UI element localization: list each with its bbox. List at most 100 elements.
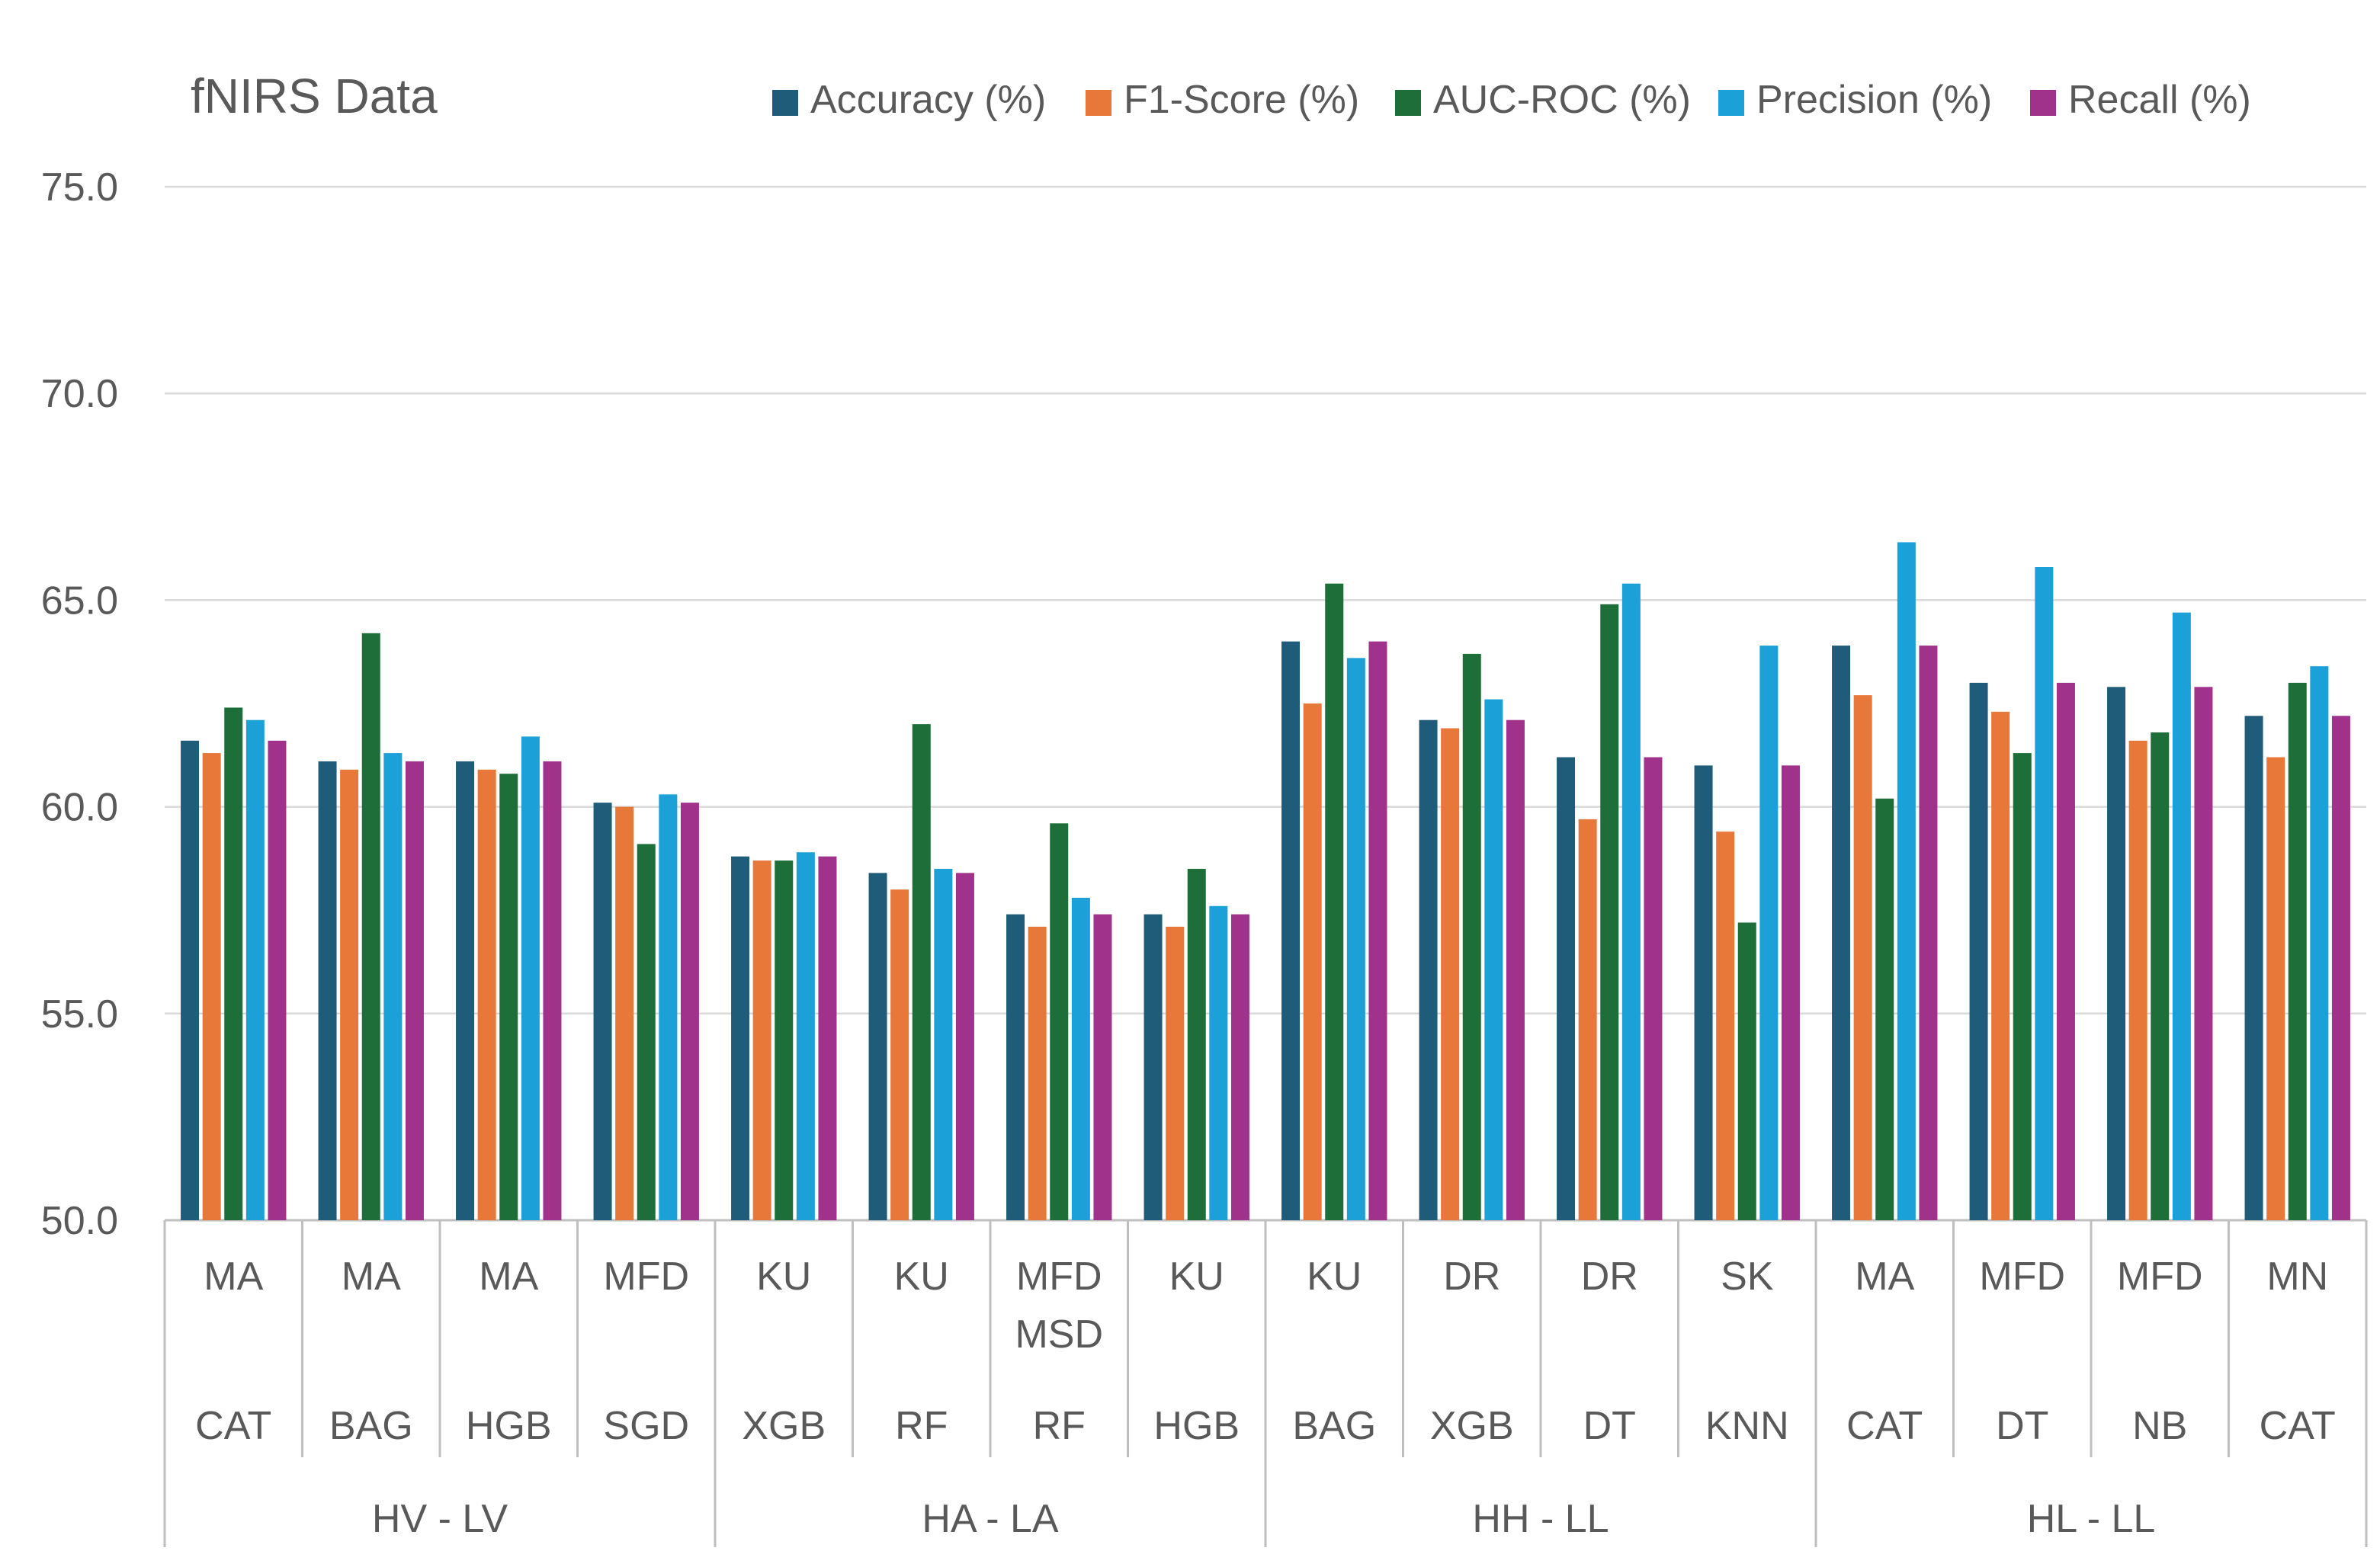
legend-swatch: [772, 90, 798, 116]
bar: [456, 761, 475, 1220]
group-label: HH - LL: [1472, 1497, 1609, 1541]
bar: [202, 753, 221, 1220]
bar: [818, 856, 837, 1220]
bar: [1484, 699, 1503, 1220]
bar: [1897, 542, 1916, 1220]
bar: [593, 803, 612, 1220]
model-label: RF: [895, 1404, 948, 1448]
bar: [615, 806, 634, 1220]
bar: [1419, 719, 1438, 1220]
legend-swatch: [2030, 90, 2056, 116]
bar: [340, 769, 359, 1220]
bar: [1368, 641, 1387, 1220]
legend-item: Accuracy (%): [772, 78, 1046, 122]
bar: [2172, 612, 2191, 1220]
bar: [1832, 646, 1851, 1220]
bar: [731, 856, 750, 1220]
bar: [1578, 819, 1597, 1220]
bar: [543, 761, 562, 1220]
feature-label: DR: [1581, 1255, 1638, 1299]
feature-label: MA: [1855, 1255, 1914, 1299]
bar: [2151, 732, 2170, 1220]
feature-label: KU: [894, 1255, 949, 1299]
y-tick-label: 50.0: [41, 1199, 118, 1243]
bar: [2194, 687, 2213, 1220]
bar: [1506, 719, 1525, 1220]
bar: [2128, 740, 2147, 1220]
bar: [499, 774, 518, 1220]
bar: [868, 873, 887, 1220]
bar: [521, 736, 540, 1220]
bar: [1969, 682, 1988, 1220]
bar: [318, 761, 337, 1220]
bar: [955, 873, 974, 1220]
model-label: SGD: [603, 1404, 689, 1448]
bar: [775, 860, 794, 1220]
bar: [1875, 798, 1894, 1220]
bar: [934, 868, 953, 1220]
feature-label: MA: [342, 1255, 401, 1299]
model-label: XGB: [1430, 1404, 1514, 1448]
bar: [2266, 757, 2285, 1220]
model-label: BAG: [1292, 1404, 1376, 1448]
series-auc-roc: [224, 583, 2307, 1220]
bar: [1187, 868, 1206, 1220]
bar: [1441, 728, 1460, 1220]
legend-item: F1-Score (%): [1086, 78, 1359, 122]
feature-label: MFD: [1979, 1255, 2065, 1299]
y-tick-label: 60.0: [41, 786, 118, 830]
legend-item: Recall (%): [2030, 78, 2251, 122]
feature-label: KU: [1307, 1255, 1362, 1299]
legend-swatch: [1086, 90, 1111, 116]
model-label: KNN: [1705, 1404, 1789, 1448]
bar: [1071, 897, 1090, 1220]
bar: [1557, 757, 1576, 1220]
model-label: XGB: [742, 1404, 826, 1448]
bar: [1325, 583, 1344, 1220]
bar: [1991, 711, 2010, 1220]
chart-title: fNIRS Data: [191, 69, 438, 123]
bar: [405, 761, 424, 1220]
y-tick-label: 65.0: [41, 578, 118, 623]
bar: [796, 852, 815, 1220]
bar: [680, 803, 699, 1220]
y-tick-label: 75.0: [41, 165, 118, 210]
legend-item: AUC-ROC (%): [1395, 78, 1691, 122]
bar: [637, 844, 656, 1220]
feature-label: MFD: [1016, 1255, 1102, 1299]
bar: [268, 740, 287, 1220]
bar: [890, 889, 909, 1220]
feature-label: MA: [204, 1255, 263, 1299]
group-label: HL - LL: [2027, 1497, 2156, 1541]
legend: Accuracy (%) F1-Score (%) AUC-ROC (%) Preci…: [772, 78, 2251, 122]
feature-label: DR: [1443, 1255, 1500, 1299]
y-axis: 50.0 55.0 60.0 65.0 70.0 75.0: [41, 165, 118, 1243]
bar: [1230, 914, 1249, 1220]
bar: [2244, 716, 2263, 1220]
model-label: BAG: [329, 1404, 413, 1448]
legend-label: Accuracy (%): [810, 78, 1046, 122]
bar: [1853, 695, 1872, 1220]
legend-item: Precision (%): [1718, 78, 1992, 122]
bar: [361, 633, 380, 1220]
model-label: DT: [1996, 1404, 2048, 1448]
bar: [1716, 832, 1735, 1220]
legend-label: Recall (%): [2068, 78, 2251, 122]
bar: [1621, 583, 1641, 1220]
group-label: HV - LV: [372, 1497, 508, 1541]
bar: [477, 769, 496, 1220]
bar: [1006, 914, 1025, 1220]
bar: [752, 860, 771, 1220]
bar: [2035, 567, 2054, 1220]
model-label: CAT: [195, 1404, 271, 1448]
bar: [1028, 926, 1047, 1220]
y-tick-label: 70.0: [41, 372, 118, 416]
bar: [1166, 926, 1185, 1220]
legend-label: F1-Score (%): [1124, 78, 1359, 122]
bar: [1462, 653, 1481, 1220]
feature-label: MFD: [603, 1255, 689, 1299]
bar: [1919, 646, 1938, 1220]
model-label: NB: [2132, 1404, 2187, 1448]
bar: [1281, 641, 1301, 1220]
